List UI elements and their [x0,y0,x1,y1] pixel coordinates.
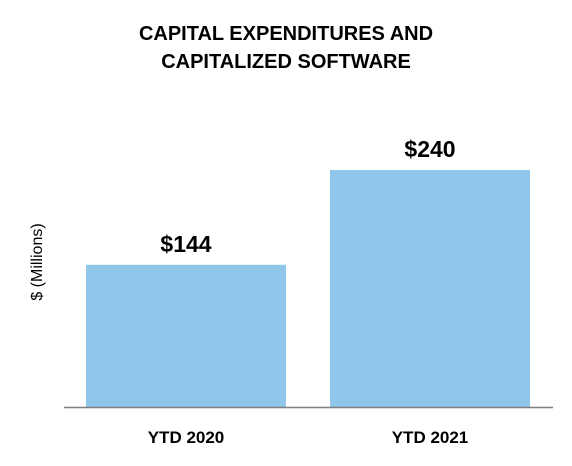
bar-ytd-2021 [330,170,530,407]
data-label-ytd-2020: $144 [160,231,211,257]
bar-ytd-2020 [86,264,286,407]
y-axis-label: $ (Millions) [29,223,46,300]
data-label-ytd-2021: $240 [404,136,455,162]
category-label-ytd-2020: YTD 2020 [148,428,225,447]
chart-title-line-2: CAPITALIZED SOFTWARE [161,51,411,73]
category-labels-layer: YTD 2020 YTD 2021 [148,428,469,447]
category-label-ytd-2021: YTD 2021 [392,428,469,447]
chart-title-line-1: CAPITAL EXPENDITURES AND [139,23,433,45]
data-labels-layer: $144 $240 [160,136,455,257]
bars-layer [86,170,530,407]
